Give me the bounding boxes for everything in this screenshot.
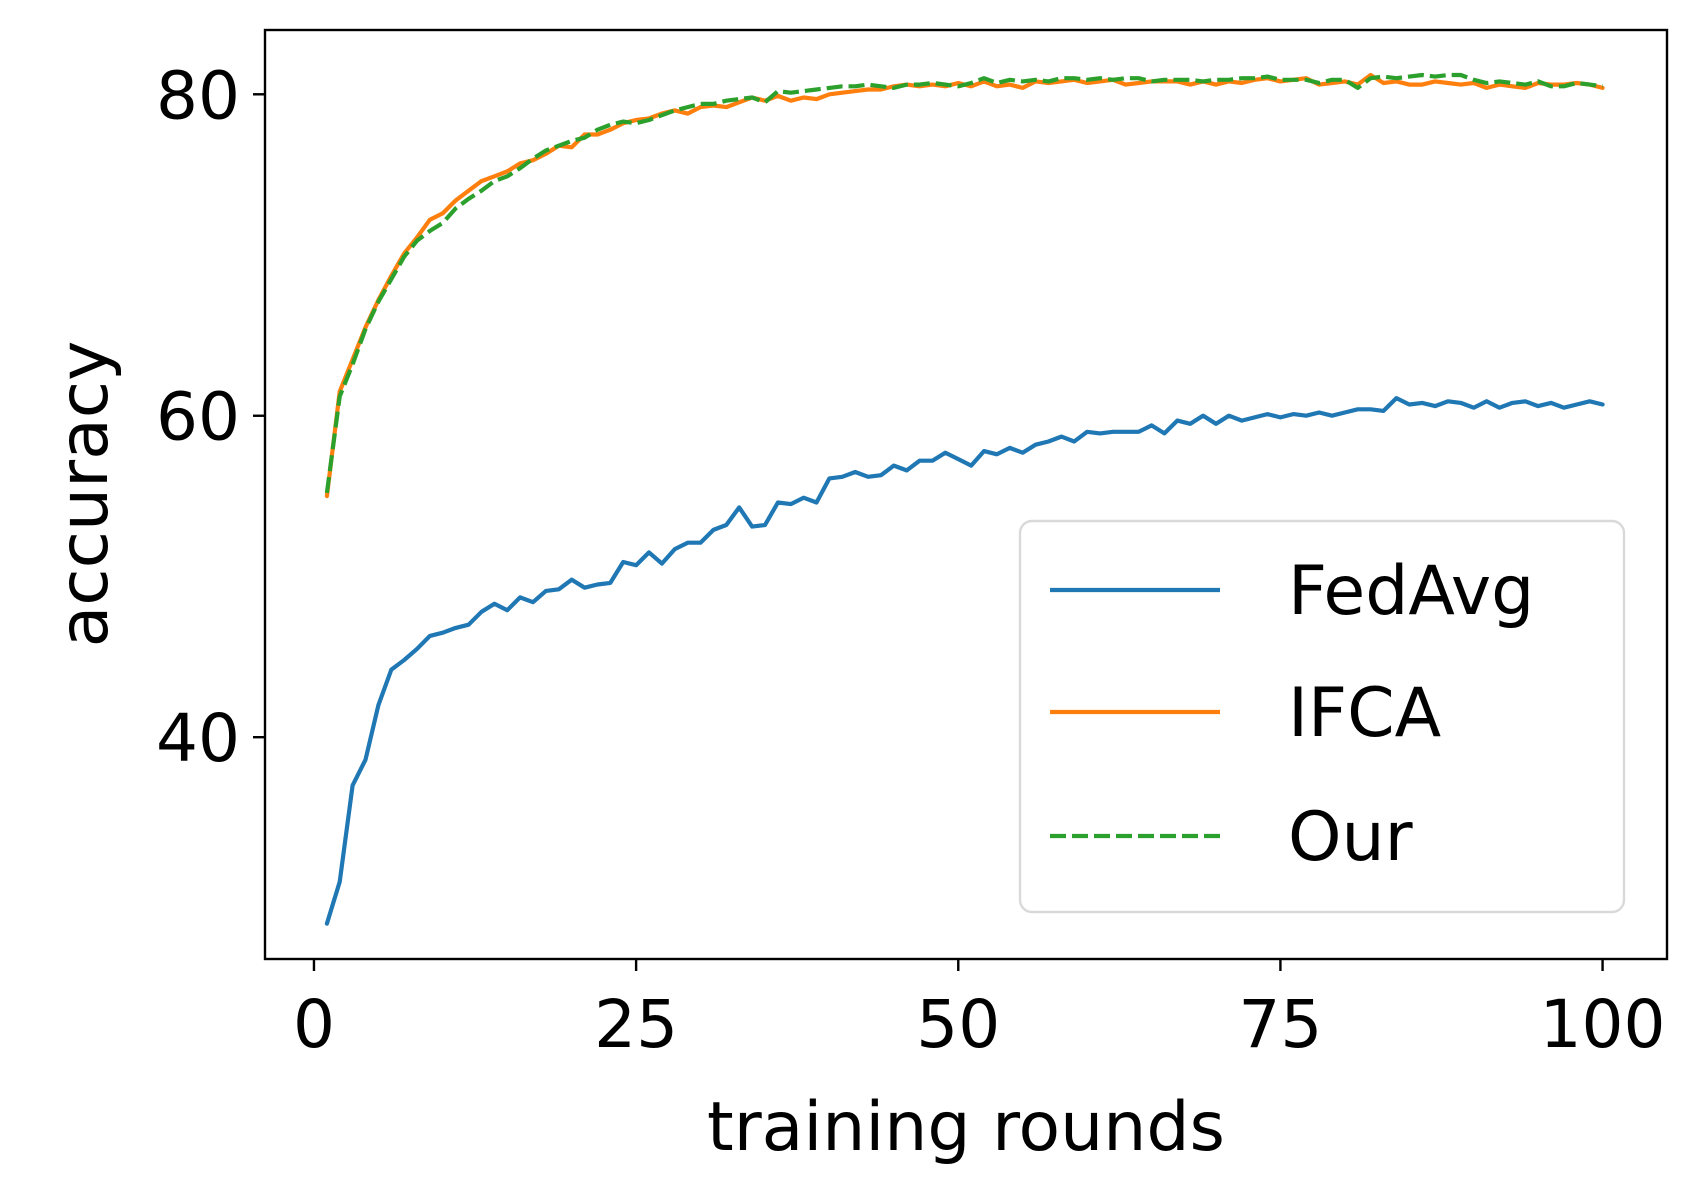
series-lines: [324, 72, 1605, 926]
plot-frame: [263, 28, 1669, 961]
legend-label: IFCA: [1288, 674, 1441, 753]
legend-box: [1018, 519, 1626, 914]
legend: FedAvg IFCA Our: [1018, 519, 1626, 914]
legend-label: FedAvg: [1288, 552, 1534, 631]
series-line-fedavg: [324, 396, 1605, 926]
x-tick-label: 25: [594, 986, 678, 1063]
y-tick-label: 80: [156, 57, 240, 134]
y-tick-label: 40: [156, 700, 240, 777]
y-axis-label: accuracy: [45, 341, 124, 648]
legend-label: Our: [1288, 798, 1413, 877]
x-axis-ticks: 0 25 50 75 100: [293, 959, 1666, 1063]
series-line-our: [324, 72, 1603, 494]
y-tick-label: 60: [156, 379, 240, 456]
x-axis-label: training rounds: [707, 1088, 1225, 1167]
x-tick-label: 75: [1238, 986, 1322, 1063]
x-tick-label: 100: [1540, 986, 1666, 1063]
y-axis-ticks: 40 60 80: [156, 57, 265, 777]
x-tick-label: 0: [293, 986, 335, 1063]
x-tick-label: 50: [916, 986, 1000, 1063]
